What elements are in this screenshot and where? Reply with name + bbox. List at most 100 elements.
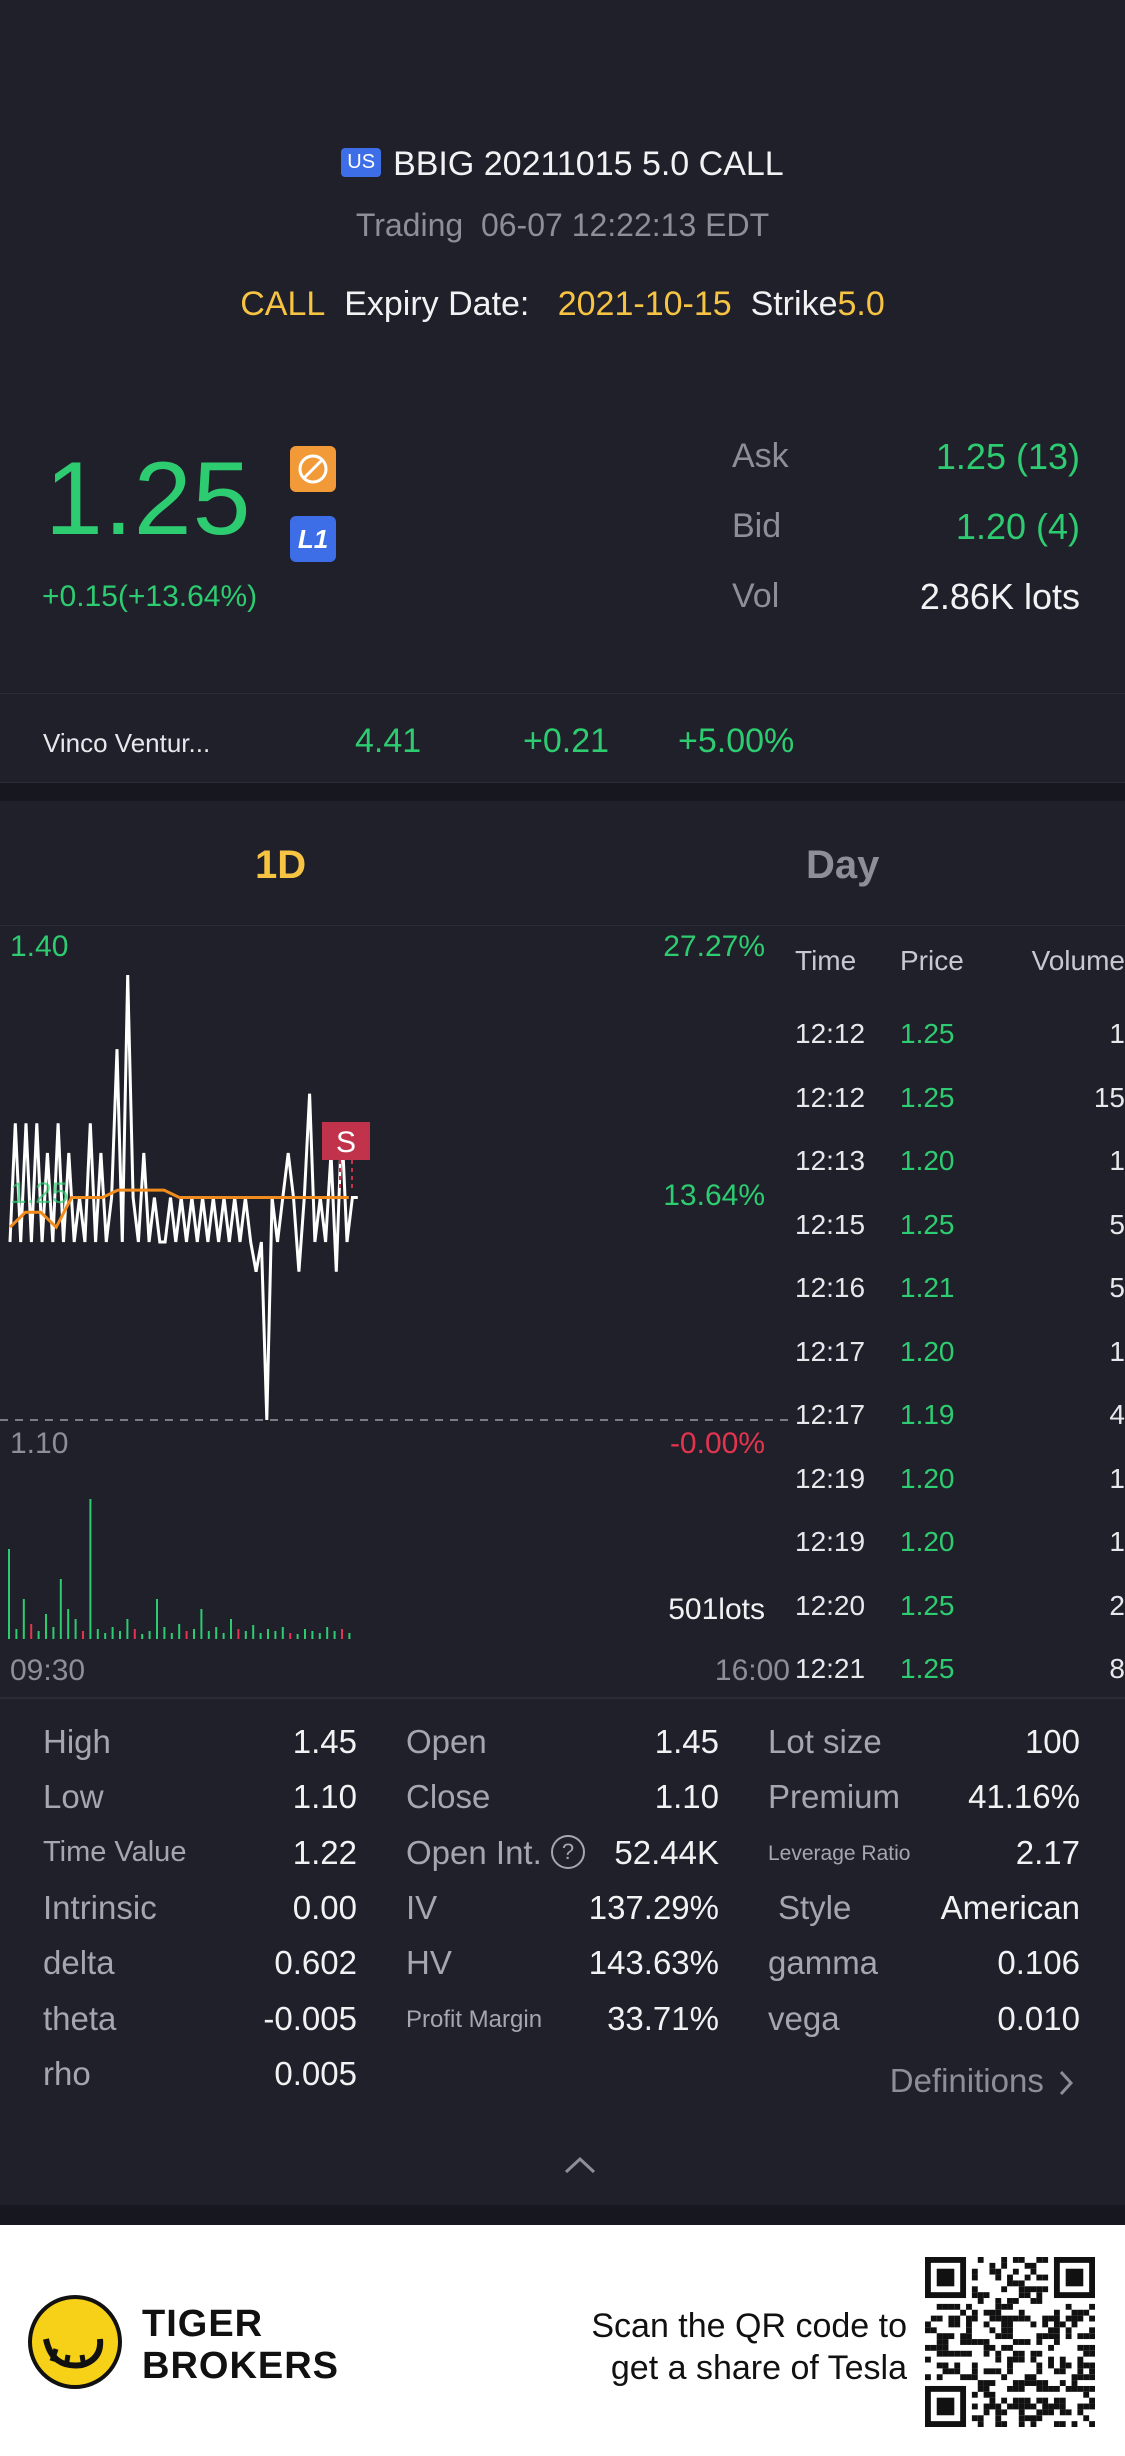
tab-day[interactable]: Day [806,843,880,887]
axis-pct-high: 27.27% [663,930,765,963]
stat-label-close: Close [406,1778,491,1815]
stat-label-iv: IV [406,1889,438,1926]
stat-label-open: Open [406,1723,487,1760]
trade-row: 12:12 1.25 15 [790,1082,1125,1122]
sell-marker[interactable] [322,1122,370,1160]
stat-value-low: 1.10 [292,1778,357,1815]
volume-bar [74,1619,77,1639]
volume-bar [304,1629,306,1639]
section-divider [0,2205,1125,2225]
volume-bar [119,1631,121,1639]
volume-bar [163,1627,166,1639]
trade-price: 1.20 [900,1462,955,1494]
trade-row: 12:19 1.20 1 [790,1526,1125,1566]
volume-bar [15,1629,18,1639]
stat-value-iv: 137.29% [588,1889,719,1926]
trade-price: 1.19 [900,1399,955,1430]
volume-bar [311,1631,314,1639]
stat-label-time-value: Time Value [43,1836,187,1868]
price-change: +0.15(+13.64%) [42,580,258,613]
underlying-row[interactable]: Vinco Ventur... 4.41 +0.21 +5.00% [0,693,1125,783]
scan-line2: get a share of Tesla [610,2349,907,2387]
definitions-label: Definitions [889,2062,1044,2099]
expiry-label: Expiry Date: [344,285,530,323]
volume-bar [126,1619,129,1639]
vol-value: 2.86K lots [919,576,1080,617]
trade-volume: 1 [1109,1462,1125,1494]
level1-icon[interactable]: L1 [290,516,336,562]
volume-bars [8,1499,351,1639]
chart-canvas: S [0,974,790,1639]
volume-bar [333,1631,336,1639]
stat-value-lot-size: 100 [1024,1723,1080,1760]
scan-line1: Scan the QR code to [591,2307,907,2345]
tiger-logo-icon [28,2295,122,2389]
stat-value-profit-margin: 33.71% [607,2000,719,2037]
volume-bar [341,1629,343,1639]
volume-bar [67,1609,70,1639]
trade-volume: 1 [1109,1018,1125,1049]
stat-value-hv: 143.63% [588,1944,719,1981]
intraday-chart[interactable]: S 1.40 27.27% 1.25 13.64% 1.10 -0.00% 50… [0,927,790,1697]
underlying-change: +0.21 [523,722,610,760]
volume-bar [222,1633,225,1639]
trade-row: 12:15 1.25 5 [790,1209,1125,1249]
stat-label-hv: HV [406,1944,452,1981]
stat-label-intrinsic: Intrinsic [43,1889,157,1926]
volume-bar [185,1631,188,1639]
volume-bar [59,1579,62,1639]
trade-price: 1.25 [900,1081,955,1113]
volume-bar [296,1634,299,1639]
volume-bar [104,1633,107,1639]
trade-volume: 4 [1109,1399,1125,1430]
stat-label-style: Style [778,1889,852,1926]
trade-volume: 15 [1093,1081,1125,1113]
stat-value-open: 1.45 [654,1723,719,1760]
chevron-right-icon [1059,2071,1074,2096]
stat-value-premium: 41.16% [968,1778,1080,1815]
underlying-price: 4.41 [355,722,422,760]
trade-volume: 8 [1109,1653,1125,1684]
stat-label-vega: vega [768,2000,840,2037]
no-trading-icon[interactable] [290,446,336,492]
volume-bar [281,1627,284,1639]
ask-value: 1.25 (13) [935,436,1080,477]
volume-bar [215,1627,218,1639]
trade-row: 12:19 1.20 1 [790,1463,1125,1503]
trade-ticks-list[interactable]: Time Price Volume 12:12 1.25 1 12:12 1.25 15 1… [790,927,1125,1687]
volume-bar [96,1629,99,1639]
trade-price: 1.20 [900,1526,955,1557]
trade-time: 12:16 [795,1272,866,1303]
stat-label-low: Low [43,1778,104,1815]
volume-bar [193,1629,195,1639]
section-divider [0,1697,1125,1699]
stat-label-delta: delta [43,1944,115,1981]
stat-label-gamma: gamma [768,1944,879,1981]
help-icon[interactable]: ? [550,1835,585,1870]
trade-price: 1.25 [900,1208,955,1240]
contract-title-row: US BBIG 20211015 5.0 CALL [0,145,1125,184]
volume-bar [52,1627,55,1639]
expiry-row: CALL Expiry Date: 2021-10-15 Strike5.0 [0,285,1125,324]
volume-bar [156,1599,158,1639]
volume-bar [89,1499,92,1639]
qr-code-icon [925,2257,1095,2427]
definitions-link[interactable]: Definitions [890,2062,1075,2100]
volume-bar [45,1614,47,1639]
strike-value: 5.0 [837,285,885,323]
chevron-up-icon[interactable] [563,2155,597,2175]
trade-price: 1.25 [900,1653,955,1684]
tab-1d[interactable]: 1D [255,843,307,887]
stat-label-leverage-ratio: Leverage Ratio [768,1842,911,1865]
volume-label: 501lots [668,1593,765,1626]
volume-bar [230,1619,232,1639]
volume-bar [267,1629,269,1639]
stat-label-theta: theta [43,2000,117,2037]
trade-price: 1.20 [900,1145,955,1176]
bid-label: Bid [732,507,782,545]
underlying-change-pct: +5.00% [678,722,795,760]
underlying-name: Vinco Ventur... [43,728,211,758]
trading-status: Trading [355,207,464,243]
contract-title: BBIG 20211015 5.0 CALL [393,145,784,183]
scan-text: Scan the QR code to get a share of Tesla [591,2305,907,2389]
